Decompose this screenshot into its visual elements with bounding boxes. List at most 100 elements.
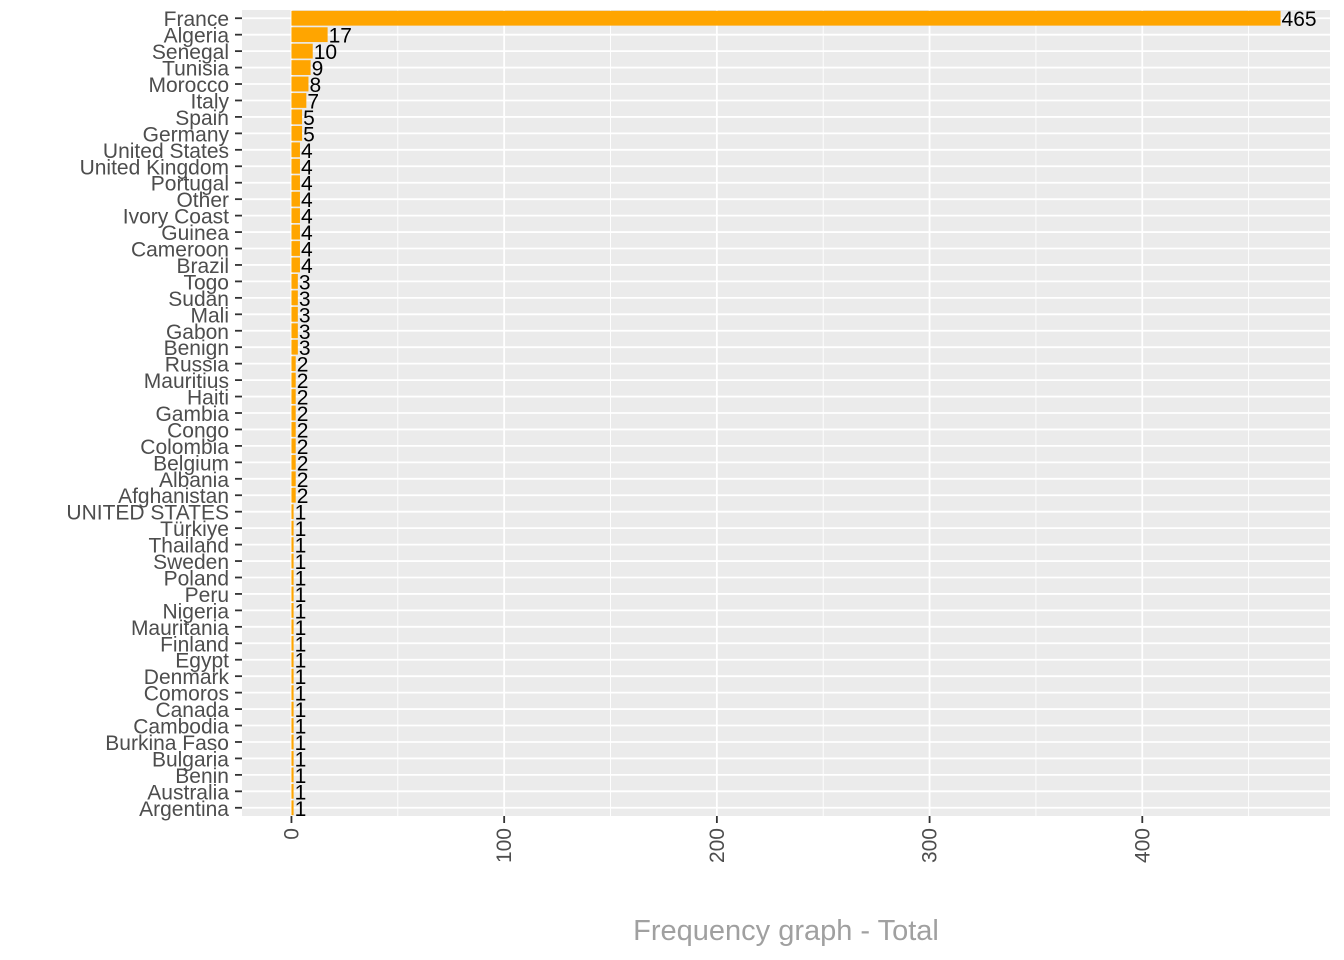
bar — [291, 553, 294, 569]
bar — [291, 520, 294, 536]
bar-value-label: 2 — [297, 403, 309, 426]
bar-value-label: 8 — [309, 74, 321, 97]
category-label: Benign — [164, 337, 229, 360]
bar — [291, 389, 296, 404]
bar — [291, 471, 296, 487]
bar — [291, 93, 307, 108]
bar — [291, 76, 309, 92]
bar-value-label: 3 — [299, 288, 311, 311]
category-label: Italy — [190, 90, 229, 113]
bar-value-label: 2 — [297, 419, 309, 442]
category-label: Burkina Faso — [105, 732, 229, 755]
bar-value-label: 1 — [295, 567, 307, 590]
bar-value-label: 3 — [299, 304, 311, 327]
y-axis: FranceAlgeriaSenegalTunisiaMoroccoItalyS… — [66, 8, 242, 821]
category-label: United States — [103, 140, 229, 163]
bar — [291, 274, 298, 289]
category-label: Nigeria — [162, 600, 229, 623]
category-label: Congo — [167, 419, 229, 442]
bar-value-label: 7 — [307, 90, 319, 113]
bar — [291, 10, 1281, 26]
category-label: Guinea — [161, 222, 229, 245]
bar — [291, 323, 298, 339]
bar-value-label: 5 — [303, 107, 315, 130]
x-tick-label: 200 — [706, 828, 729, 863]
category-label: Benin — [175, 765, 229, 788]
x-axis: 0 100 200 300 400 — [280, 816, 1154, 863]
category-label: Russia — [165, 354, 230, 377]
bar-value-label: 1 — [295, 551, 307, 574]
category-label: Ivory Coast — [123, 206, 229, 229]
bar-value-label: 1 — [295, 732, 307, 755]
category-label: Morocco — [148, 74, 229, 97]
bar — [291, 43, 313, 59]
category-label: Sudan — [168, 288, 229, 311]
bar — [291, 652, 294, 668]
category-label: Sweden — [153, 551, 229, 574]
bar — [291, 619, 294, 635]
bar — [291, 405, 296, 421]
bar — [291, 306, 298, 322]
bar-value-label: 2 — [297, 485, 309, 508]
category-label: Bulgaria — [152, 748, 229, 771]
bar — [291, 158, 300, 174]
category-label: Mauritius — [144, 370, 229, 393]
bar — [291, 734, 294, 750]
bar-value-label: 2 — [297, 387, 309, 410]
category-label: Thailand — [148, 535, 229, 558]
category-label: Comoros — [144, 683, 229, 706]
bar-value-label: 4 — [301, 156, 313, 179]
x-tick-label: 400 — [1131, 828, 1154, 863]
category-label: Türkiye — [160, 518, 229, 541]
category-label: Senegal — [152, 41, 229, 64]
bar-value-label: 4 — [301, 206, 313, 229]
bar — [291, 454, 296, 470]
bar — [291, 290, 298, 306]
bar-value-label: 3 — [299, 271, 311, 294]
bar-value-label: 465 — [1282, 8, 1317, 31]
bar — [291, 109, 303, 125]
bar-value-label: 4 — [301, 173, 313, 196]
bar — [291, 191, 300, 207]
category-label: Colombia — [140, 436, 229, 459]
category-label: Spain — [175, 107, 229, 130]
category-label: Gambia — [155, 403, 229, 426]
bar-value-label: 4 — [301, 239, 313, 262]
bar — [291, 175, 300, 191]
bar — [291, 125, 303, 141]
bar-value-label: 2 — [297, 436, 309, 459]
bar-value-label: 1 — [295, 683, 307, 706]
x-axis-title: Frequency graph - Total — [633, 915, 939, 947]
bar-value-label: 4 — [301, 255, 313, 278]
bar-value-label: 1 — [295, 502, 307, 525]
bar-value-label: 1 — [295, 666, 307, 689]
category-label: Argentina — [139, 798, 229, 821]
category-label: Denmark — [144, 666, 230, 689]
bar-value-label: 1 — [295, 600, 307, 623]
bar — [291, 142, 300, 158]
x-tick-label: 0 — [280, 828, 303, 840]
bar-value-label: 2 — [297, 354, 309, 377]
category-label: Algeria — [164, 25, 230, 48]
category-label: Brazil — [176, 255, 229, 278]
bar-value-label: 1 — [295, 798, 307, 821]
category-label: Haiti — [187, 387, 229, 410]
bar-value-label: 1 — [295, 518, 307, 541]
category-label: Peru — [185, 584, 229, 607]
bar-value-label: 1 — [295, 781, 307, 804]
bar-value-label: 1 — [295, 650, 307, 673]
bar — [291, 208, 300, 224]
bar-value-label: 1 — [295, 748, 307, 771]
category-label: United Kingdom — [80, 156, 229, 179]
bar-value-label: 4 — [301, 189, 313, 212]
bar — [291, 586, 294, 602]
bar — [291, 635, 294, 651]
category-label: Finland — [160, 633, 229, 656]
bar — [291, 751, 294, 766]
category-label: Albania — [159, 469, 229, 492]
bar-value-label: 1 — [295, 535, 307, 558]
data-labels: 4651710987554444444433333222222222111111… — [295, 8, 1317, 821]
bar-value-label: 4 — [301, 222, 313, 245]
bar — [291, 800, 294, 816]
bar-value-label: 2 — [297, 469, 309, 492]
